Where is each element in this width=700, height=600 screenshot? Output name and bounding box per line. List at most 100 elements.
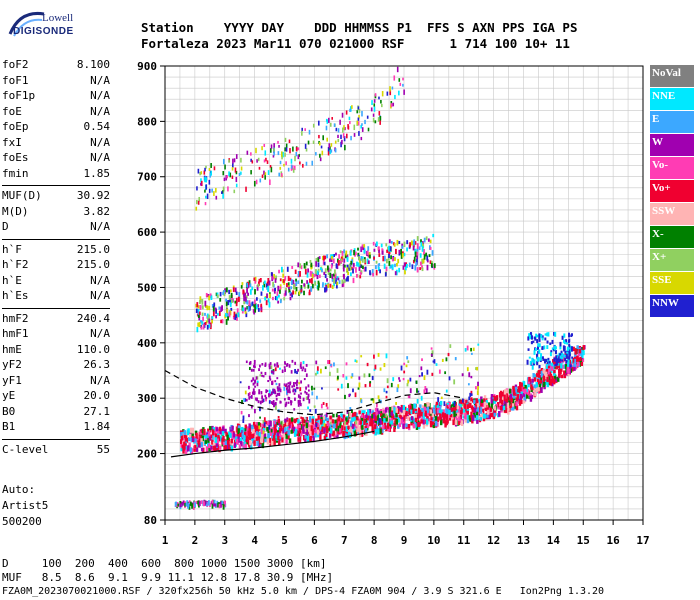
echo-point [343, 125, 345, 130]
echo-point [323, 435, 327, 441]
echo-point [366, 362, 369, 367]
echo-point [202, 323, 205, 330]
echo-point [281, 155, 283, 160]
echo-point [427, 402, 430, 407]
echo-point [460, 420, 464, 427]
echo-point [268, 375, 271, 380]
echo-point [287, 167, 290, 172]
echo-point [438, 409, 441, 414]
echo-point [410, 409, 413, 415]
echo-point [434, 420, 438, 427]
echo-point [191, 437, 195, 442]
echo-point [245, 186, 247, 192]
echo-point [307, 140, 310, 145]
echo-point [364, 119, 366, 125]
param-row: MUF(D) 30.92 [2, 189, 110, 205]
echo-point [235, 302, 238, 307]
echo-point [304, 143, 307, 149]
echo-point [215, 187, 217, 193]
echo-point [294, 269, 297, 275]
x-tick-label: 16 [607, 534, 621, 547]
echo-point [279, 286, 282, 290]
echo-point [255, 297, 258, 301]
echo-point [316, 423, 319, 427]
echo-point [544, 333, 547, 336]
echo-point [263, 170, 265, 175]
echo-point [388, 260, 391, 266]
x-tick-label: 14 [547, 534, 561, 547]
param-key: foF1 [2, 73, 29, 87]
echo-point [476, 400, 479, 404]
echo-point [290, 279, 293, 286]
echo-point [490, 399, 493, 404]
legend-item: Vo+ [650, 180, 694, 202]
echo-point [352, 388, 354, 393]
echo-point [179, 503, 182, 508]
echo-point [406, 247, 408, 252]
echo-point [346, 267, 349, 272]
echo-point [344, 394, 346, 400]
echo-point [209, 173, 211, 178]
echo-point [274, 287, 277, 292]
echo-point [312, 435, 315, 443]
echo-point [224, 164, 226, 170]
echo-point [318, 142, 321, 146]
echo-point [208, 324, 211, 328]
echo-point [227, 316, 229, 321]
echo-point [391, 257, 394, 262]
echo-point [302, 163, 304, 168]
echo-point [324, 268, 327, 274]
echo-point [199, 172, 201, 176]
param-value: N/A [90, 135, 110, 149]
echo-point [554, 361, 557, 366]
echo-point [264, 172, 267, 176]
echo-point [266, 426, 269, 432]
echo-point [413, 256, 416, 262]
echo-point [455, 415, 459, 421]
echo-point [253, 391, 256, 395]
echo-point [218, 503, 221, 509]
echo-point [294, 388, 297, 393]
echo-point [324, 423, 327, 430]
echo-point [280, 266, 283, 273]
echo-point [471, 414, 475, 422]
echo-point [210, 501, 213, 505]
echo-point [237, 435, 240, 441]
echo-point [290, 417, 294, 422]
echo-point [212, 441, 216, 446]
echo-point [450, 413, 453, 418]
echo-point [447, 404, 450, 407]
echo-point [464, 418, 467, 423]
echo-point [230, 292, 233, 298]
legend-item: X+ [650, 249, 694, 271]
echo-point [253, 363, 256, 367]
echo-point [273, 388, 276, 393]
echo-point [390, 382, 393, 388]
echo-point [322, 402, 325, 405]
echo-point [523, 394, 526, 401]
param-key: fmin [2, 166, 29, 180]
echo-point [311, 391, 314, 396]
echo-point [426, 264, 429, 271]
echo-point [352, 416, 356, 422]
echo-point [317, 120, 320, 126]
echo-point [378, 410, 381, 415]
echo-point [265, 300, 268, 306]
echo-point [232, 158, 234, 165]
echo-point [360, 355, 363, 358]
echo-point [211, 425, 214, 431]
echo-point [549, 380, 552, 386]
echo-point [486, 414, 489, 418]
echo-point [398, 249, 401, 255]
param-row: h`Es N/A [2, 289, 110, 305]
echo-point [552, 378, 556, 385]
echo-point [548, 361, 551, 364]
echo-point [406, 240, 409, 245]
echo-point [210, 447, 214, 453]
echo-point [539, 380, 542, 384]
echo-point [312, 416, 315, 421]
echo-point [287, 389, 289, 394]
echo-point [378, 417, 381, 423]
echo-point [329, 149, 332, 154]
echo-point [415, 420, 418, 425]
